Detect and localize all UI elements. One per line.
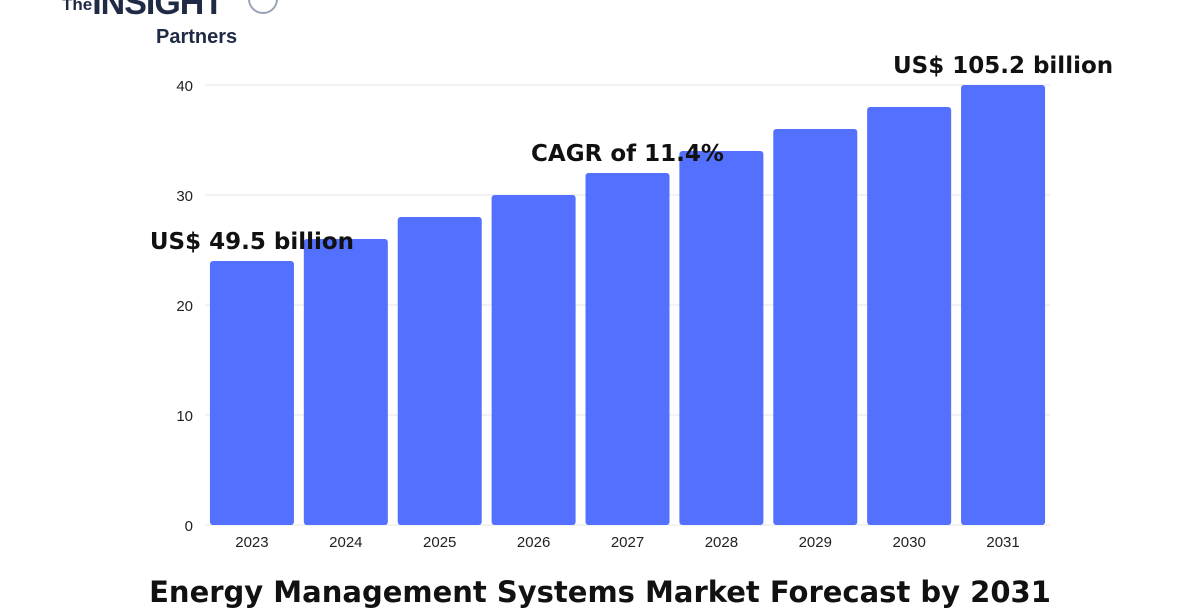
- bar: [773, 129, 858, 525]
- y-tick-label: 40: [176, 78, 193, 95]
- chart-title: Energy Management Systems Market Forecas…: [149, 575, 1051, 609]
- bar: [209, 261, 294, 525]
- y-tick-label: 0: [185, 518, 193, 535]
- bar: [679, 151, 764, 525]
- y-tick-label: 10: [176, 408, 193, 425]
- x-tick-label: 2030: [892, 534, 925, 551]
- annotation-label: US$ 49.5 billion: [150, 229, 354, 255]
- y-tick-label: 30: [176, 188, 193, 205]
- x-tick-label: 2031: [986, 534, 1019, 551]
- bar: [491, 195, 576, 525]
- annotation-label: CAGR of 11.4%: [531, 141, 724, 167]
- x-tick-label: 2029: [799, 534, 832, 551]
- logo-wordmark: TheINSIGHT: [62, 0, 224, 22]
- x-tick-label: 2027: [611, 534, 644, 551]
- x-tick-label: 2024: [329, 534, 362, 551]
- logo-subtitle: Partners: [156, 26, 238, 48]
- x-tick-label: 2028: [705, 534, 738, 551]
- bar: [397, 217, 482, 525]
- annotation-label: US$ 105.2 billion: [893, 53, 1113, 79]
- x-tick-label: 2025: [423, 534, 456, 551]
- x-tick-label: 2026: [517, 534, 550, 551]
- bar: [867, 107, 952, 525]
- bar: [303, 239, 388, 525]
- x-tick-label: 2023: [235, 534, 268, 551]
- bar: [585, 173, 670, 525]
- logo-main: INSIGHT: [92, 0, 224, 22]
- insight-partners-logo: TheINSIGHT Partners: [62, 0, 282, 56]
- y-tick-label: 20: [176, 298, 193, 315]
- logo-prefix: The: [62, 0, 93, 14]
- bar: [961, 85, 1046, 525]
